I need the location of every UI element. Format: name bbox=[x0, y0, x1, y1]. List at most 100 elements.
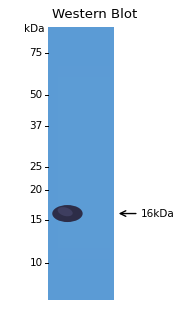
Bar bbox=[48, 84, 114, 88]
Bar bbox=[48, 174, 114, 177]
Bar bbox=[48, 90, 114, 93]
Bar bbox=[48, 198, 114, 202]
Bar bbox=[48, 144, 114, 147]
Bar bbox=[48, 62, 114, 66]
Bar bbox=[94, 28, 97, 300]
Bar bbox=[48, 190, 114, 194]
Bar bbox=[48, 296, 114, 300]
Bar bbox=[48, 122, 114, 126]
Bar bbox=[48, 101, 114, 104]
Bar bbox=[48, 125, 114, 129]
Bar bbox=[103, 28, 106, 300]
Text: 75: 75 bbox=[29, 48, 43, 57]
Bar bbox=[81, 28, 84, 300]
Bar bbox=[48, 231, 114, 235]
Bar bbox=[48, 163, 114, 167]
Bar bbox=[83, 28, 86, 300]
Bar bbox=[53, 28, 55, 300]
Bar bbox=[55, 28, 58, 300]
Bar bbox=[112, 28, 114, 300]
Text: 15: 15 bbox=[29, 215, 43, 225]
Bar bbox=[48, 166, 114, 169]
Bar bbox=[97, 28, 99, 300]
Bar bbox=[48, 256, 114, 259]
Bar bbox=[48, 253, 114, 256]
Bar bbox=[48, 242, 114, 245]
Bar bbox=[48, 128, 114, 131]
Bar bbox=[48, 185, 114, 188]
Bar bbox=[48, 117, 114, 120]
Bar bbox=[59, 28, 62, 300]
Bar bbox=[48, 239, 114, 243]
Bar bbox=[48, 288, 114, 292]
Bar bbox=[105, 28, 108, 300]
Bar bbox=[48, 76, 114, 79]
Bar bbox=[72, 28, 75, 300]
Bar bbox=[48, 269, 114, 273]
Bar bbox=[48, 133, 114, 137]
Text: kDa: kDa bbox=[24, 24, 45, 34]
Text: 16kDa: 16kDa bbox=[141, 209, 174, 218]
Bar bbox=[108, 28, 110, 300]
Bar bbox=[48, 33, 114, 36]
Bar bbox=[48, 258, 114, 262]
Bar bbox=[48, 87, 114, 90]
Bar bbox=[48, 286, 114, 289]
Bar bbox=[48, 30, 114, 33]
Bar bbox=[48, 220, 114, 224]
Bar bbox=[48, 294, 114, 297]
Bar bbox=[48, 212, 114, 215]
Bar bbox=[68, 28, 71, 300]
Bar bbox=[48, 130, 114, 134]
Bar bbox=[57, 28, 60, 300]
Bar bbox=[48, 44, 114, 47]
Bar bbox=[48, 147, 114, 150]
Bar bbox=[48, 188, 114, 191]
Bar bbox=[48, 177, 114, 180]
Bar bbox=[48, 98, 114, 101]
Text: 37: 37 bbox=[29, 121, 43, 131]
Bar bbox=[99, 28, 101, 300]
Bar bbox=[48, 210, 114, 213]
Bar bbox=[48, 92, 114, 96]
Bar bbox=[86, 28, 88, 300]
Bar bbox=[48, 139, 114, 142]
Bar bbox=[75, 28, 77, 300]
Bar bbox=[88, 28, 90, 300]
Bar bbox=[48, 248, 114, 251]
Bar bbox=[48, 103, 114, 107]
Bar bbox=[110, 28, 112, 300]
Text: 10: 10 bbox=[30, 257, 43, 268]
Bar bbox=[48, 266, 114, 270]
Bar bbox=[48, 46, 114, 49]
Bar bbox=[48, 250, 114, 253]
Bar bbox=[48, 158, 114, 161]
Bar bbox=[48, 106, 114, 109]
Bar bbox=[48, 95, 114, 99]
Bar bbox=[48, 27, 114, 31]
Bar bbox=[48, 215, 114, 218]
Bar bbox=[48, 160, 114, 164]
Bar bbox=[48, 171, 114, 175]
Bar bbox=[48, 71, 114, 74]
Bar bbox=[48, 261, 114, 265]
Bar bbox=[48, 28, 51, 300]
Bar bbox=[48, 272, 114, 275]
Text: 20: 20 bbox=[30, 185, 43, 195]
Bar bbox=[48, 275, 114, 278]
Bar bbox=[48, 204, 114, 207]
Bar bbox=[48, 142, 114, 145]
Bar bbox=[48, 74, 114, 77]
Bar bbox=[48, 136, 114, 139]
Text: 50: 50 bbox=[30, 90, 43, 100]
Bar bbox=[48, 264, 114, 267]
Bar bbox=[48, 193, 114, 197]
Bar bbox=[48, 226, 114, 229]
Bar bbox=[48, 150, 114, 153]
Bar bbox=[66, 28, 68, 300]
Bar bbox=[48, 120, 114, 123]
Bar bbox=[48, 291, 114, 294]
Bar bbox=[101, 28, 103, 300]
Bar bbox=[48, 223, 114, 226]
Ellipse shape bbox=[52, 205, 83, 222]
